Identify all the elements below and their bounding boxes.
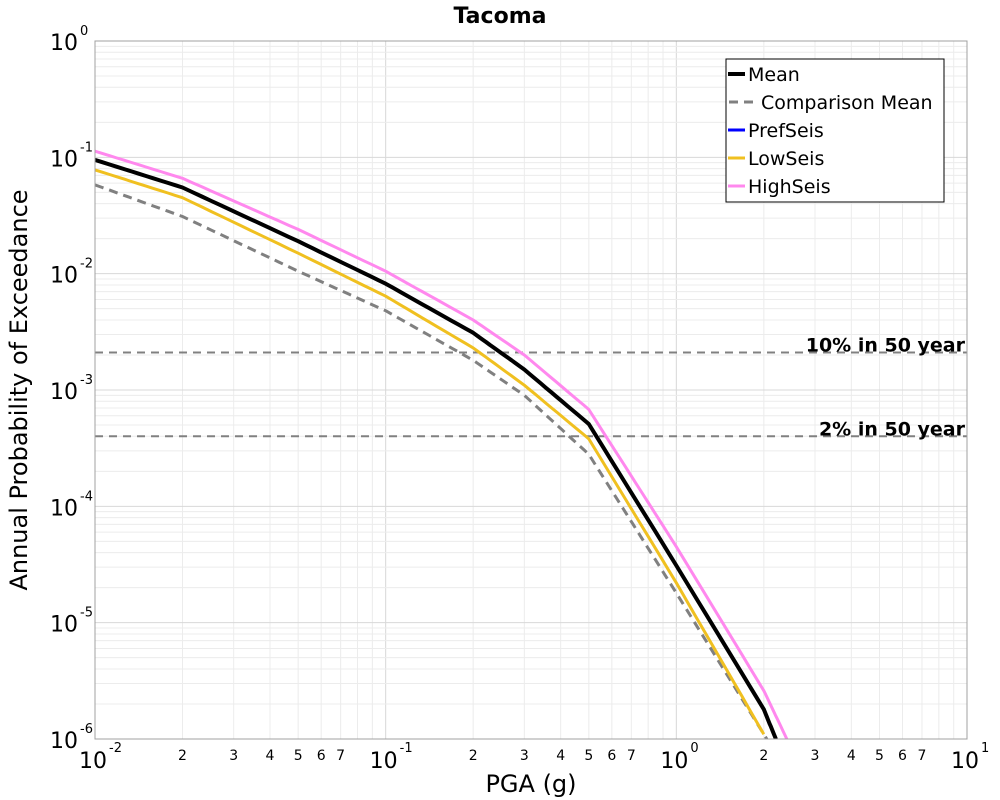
y-tick-label: 10	[50, 729, 78, 754]
y-tick-exponent: -1	[80, 140, 93, 155]
x-tick-label: 10	[79, 749, 107, 774]
x-axis-label: PGA (g)	[485, 770, 576, 798]
y-tick-label: 10	[50, 496, 78, 521]
y-tick-exponent: -2	[80, 257, 93, 272]
x-minor-tick-label: 4	[266, 748, 275, 764]
y-tick-exponent: -3	[80, 373, 93, 388]
x-minor-tick-label: 5	[875, 748, 884, 764]
legend-label: PrefSeis	[748, 120, 824, 142]
series-line-mean	[95, 157, 778, 739]
y-tick-exponent: 0	[80, 24, 88, 39]
series-line-highseis	[95, 149, 789, 739]
y-tick-label: 10	[50, 380, 78, 405]
chart-title: Tacoma	[454, 4, 547, 29]
series-line-lowseis	[95, 168, 766, 735]
x-minor-tick-label: 6	[898, 748, 907, 764]
x-tick-exponent: 0	[690, 741, 698, 756]
reference-line-label: 10% in 50 year	[806, 335, 966, 357]
x-minor-tick-label: 6	[317, 748, 326, 764]
y-tick-label: 10	[50, 147, 78, 172]
x-tick-label: 10	[660, 749, 688, 774]
x-minor-tick-label: 6	[607, 748, 616, 764]
x-tick-exponent: 1	[981, 741, 989, 756]
x-tick-exponent: -2	[109, 741, 122, 756]
x-tick-exponent: -1	[400, 741, 413, 756]
legend-label: Mean	[748, 64, 800, 86]
x-minor-tick-label: 3	[520, 748, 529, 764]
series-lines	[95, 149, 789, 739]
x-minor-tick-label: 7	[336, 748, 345, 764]
legend-box	[725, 58, 945, 203]
reference-line-label: 2% in 50 year	[819, 418, 966, 440]
x-minor-tick-label: 7	[627, 748, 636, 764]
legend-label: Comparison Mean	[761, 92, 933, 114]
x-minor-tick-label: 4	[556, 748, 565, 764]
y-tick-label: 10	[50, 613, 78, 638]
plot-area-frame	[94, 40, 968, 740]
y-tick-exponent: -4	[80, 489, 93, 504]
x-minor-tick-label: 4	[847, 748, 856, 764]
reference-lines: 10% in 50 year 2% in 50 year	[95, 335, 967, 440]
legend: Mean Comparison Mean PrefSeis LowSeis HighSe…	[725, 58, 945, 203]
legend-label: HighSeis	[748, 176, 831, 198]
x-tick-label: 10	[951, 749, 979, 774]
y-axis-label: Annual Probability of Exceedance	[5, 189, 33, 590]
x-minor-tick-label: 7	[918, 748, 927, 764]
x-minor-tick-label: 5	[584, 748, 593, 764]
x-minor-tick-label: 3	[229, 748, 238, 764]
series-line-comparison-mean	[95, 183, 769, 739]
x-tick-label: 10	[370, 749, 398, 774]
x-minor-tick-label: 3	[811, 748, 820, 764]
x-minor-tick-label: 5	[294, 748, 303, 764]
y-tick-label: 10	[50, 264, 78, 289]
y-tick-label: 10	[50, 31, 78, 56]
y-tick-exponent: -5	[80, 606, 93, 621]
x-minor-tick-label: 2	[469, 748, 478, 764]
y-tick-exponent: -6	[80, 722, 93, 737]
x-minor-tick-label: 2	[759, 748, 768, 764]
x-minor-tick-label: 2	[178, 748, 187, 764]
legend-label: LowSeis	[748, 148, 824, 170]
grid	[94, 41, 967, 740]
